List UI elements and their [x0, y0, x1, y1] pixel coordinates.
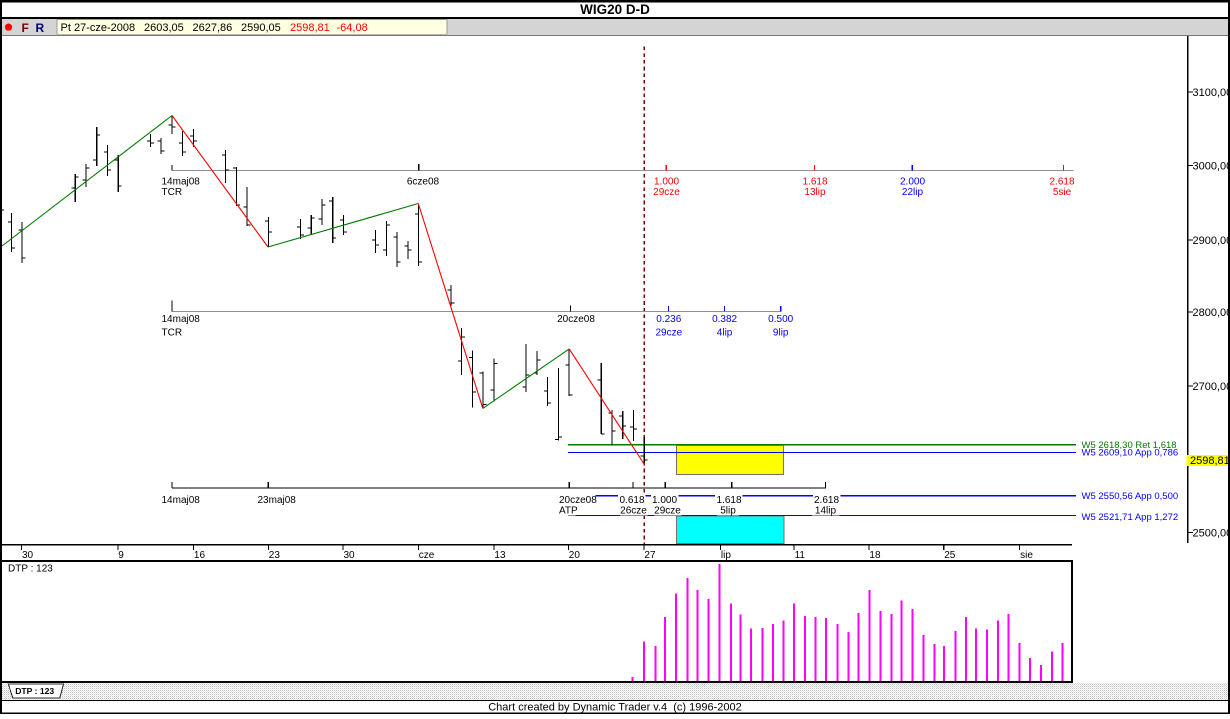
svg-text:0.236: 0.236 — [656, 314, 681, 325]
svg-text:ATP: ATP — [559, 505, 578, 516]
svg-text:3000,00: 3000,00 — [1193, 160, 1230, 172]
svg-text:9lip: 9lip — [773, 328, 789, 339]
svg-text:13: 13 — [494, 550, 506, 561]
svg-text:14maj08: 14maj08 — [162, 314, 201, 325]
svg-text:Pt 27-cze-2008: Pt 27-cze-2008 — [61, 22, 136, 34]
svg-text:25: 25 — [944, 550, 956, 561]
svg-text:lip: lip — [721, 550, 731, 561]
svg-text:9: 9 — [118, 550, 124, 561]
svg-text:27: 27 — [644, 550, 656, 561]
svg-text:29cze: 29cze — [654, 505, 681, 516]
svg-text:2900,00: 2900,00 — [1193, 235, 1230, 247]
svg-text:0.618: 0.618 — [619, 495, 644, 506]
svg-text:cze: cze — [419, 550, 435, 561]
svg-text:2590,05: 2590,05 — [241, 22, 281, 34]
svg-text:16: 16 — [194, 550, 206, 561]
svg-text:14maj08: 14maj08 — [162, 495, 201, 506]
svg-text:5lip: 5lip — [720, 505, 736, 516]
svg-text:2603,05: 2603,05 — [144, 22, 184, 34]
svg-text:R: R — [36, 21, 45, 35]
svg-text:23: 23 — [269, 550, 281, 561]
svg-text:4lip: 4lip — [717, 328, 733, 339]
svg-text:23maj08: 23maj08 — [258, 495, 297, 506]
svg-text:DTP : 123: DTP : 123 — [8, 564, 53, 575]
svg-text:2598,81: 2598,81 — [290, 22, 330, 34]
svg-text:3100,00: 3100,00 — [1193, 87, 1230, 99]
svg-text:2800,00: 2800,00 — [1193, 307, 1230, 319]
svg-text:29cze: 29cze — [653, 187, 680, 198]
svg-text:30: 30 — [344, 550, 356, 561]
svg-text:DTP : 123: DTP : 123 — [15, 686, 54, 696]
svg-text:0.500: 0.500 — [768, 314, 793, 325]
svg-text:5sie: 5sie — [1053, 187, 1072, 198]
svg-text:22lip: 22lip — [902, 187, 924, 198]
svg-text:6cze08: 6cze08 — [407, 177, 440, 188]
svg-text:W5 2609,10 App 0,786: W5 2609,10 App 0,786 — [1082, 448, 1179, 459]
svg-text:26cze: 26cze — [620, 505, 647, 516]
svg-text:1.618: 1.618 — [716, 495, 741, 506]
svg-text:30: 30 — [22, 550, 34, 561]
svg-text:20cze08: 20cze08 — [559, 495, 597, 506]
svg-text:13lip: 13lip — [804, 187, 826, 198]
svg-text:TCR: TCR — [162, 328, 183, 339]
svg-text:20cze08: 20cze08 — [557, 314, 595, 325]
svg-text:Chart created by Dynamic Trade: Chart created by Dynamic Trader v.4 (c) … — [488, 701, 742, 713]
svg-text:20: 20 — [569, 550, 581, 561]
svg-text:W5 2521,71 App 1,272: W5 2521,71 App 1,272 — [1082, 512, 1179, 523]
svg-text:29cze: 29cze — [655, 328, 682, 339]
svg-text:WIG20 D-D: WIG20 D-D — [580, 2, 650, 17]
svg-text:2598,81: 2598,81 — [1190, 455, 1230, 467]
svg-text:TCR: TCR — [162, 187, 183, 198]
svg-text:1.000: 1.000 — [652, 495, 677, 506]
svg-text:18: 18 — [869, 550, 881, 561]
svg-text:0.382: 0.382 — [712, 314, 737, 325]
svg-text:F: F — [22, 21, 29, 35]
svg-text:-64,08: -64,08 — [337, 22, 368, 34]
svg-text:sie: sie — [1020, 550, 1033, 561]
svg-text:14lip: 14lip — [815, 505, 837, 516]
svg-text:2.618: 2.618 — [814, 495, 839, 506]
svg-text:2700,00: 2700,00 — [1193, 381, 1230, 393]
svg-text:2627,86: 2627,86 — [193, 22, 233, 34]
svg-text:2500,00: 2500,00 — [1193, 528, 1230, 540]
svg-text:11: 11 — [795, 550, 806, 561]
svg-text:W5 2550,56 App 0,500: W5 2550,56 App 0,500 — [1082, 491, 1179, 502]
